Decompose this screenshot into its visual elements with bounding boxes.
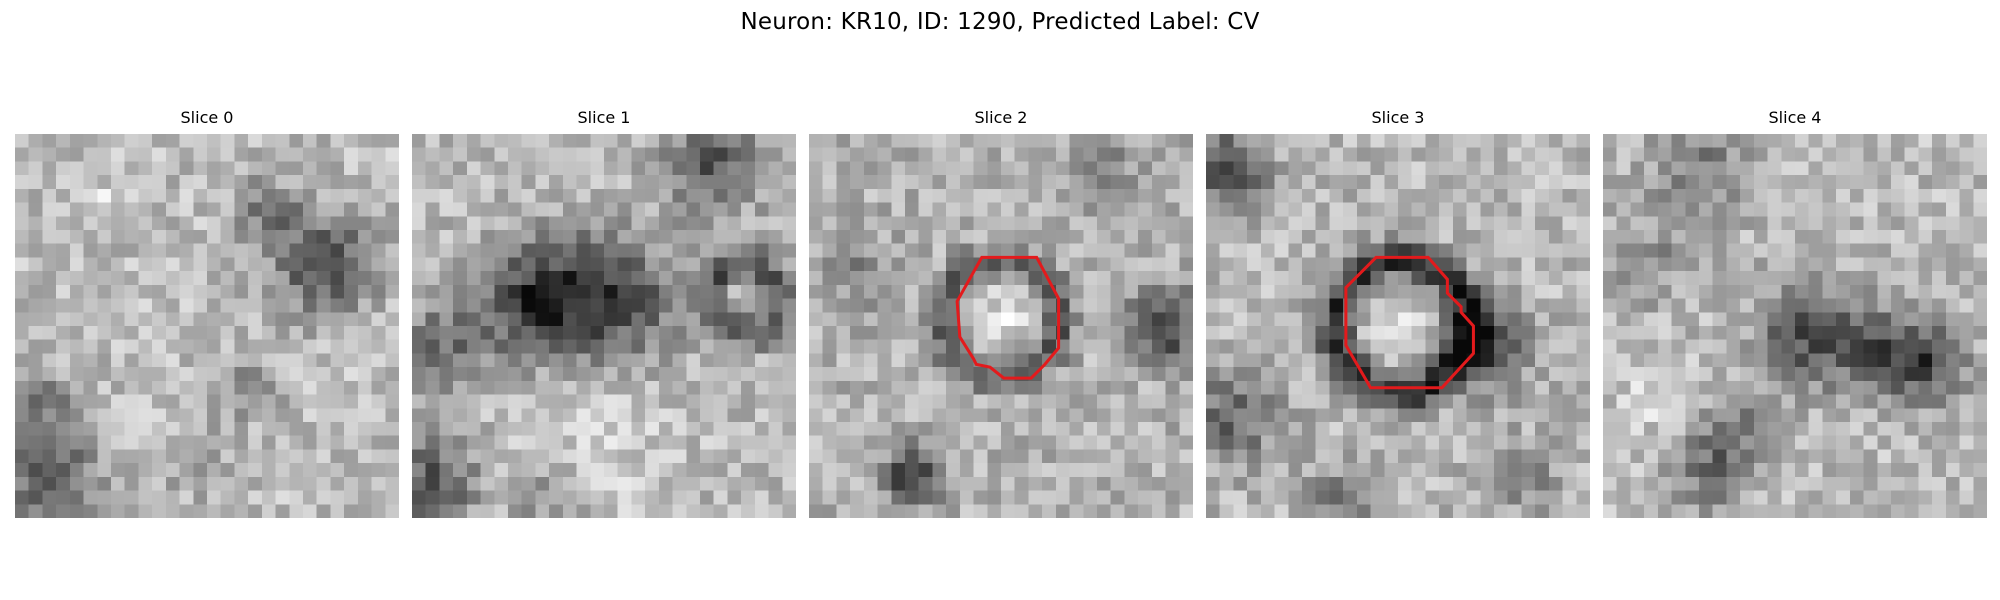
slice-title: Slice 4 [1768,108,1822,127]
figure-title: Neuron: KR10, ID: 1290, Predicted Label:… [740,9,1260,35]
slice-image [15,134,399,518]
segmentation-contour [955,255,1061,380]
slice-title: Slice 2 [974,108,1028,127]
slice-image [1206,134,1590,518]
slice-image [412,134,796,518]
slice-title: Slice 1 [577,108,631,127]
slice-title: Slice 0 [180,108,234,127]
slice-title: Slice 3 [1371,108,1425,127]
slice-image [809,134,1193,518]
slice-image [1603,134,1987,518]
segmentation-contour [1344,255,1475,390]
